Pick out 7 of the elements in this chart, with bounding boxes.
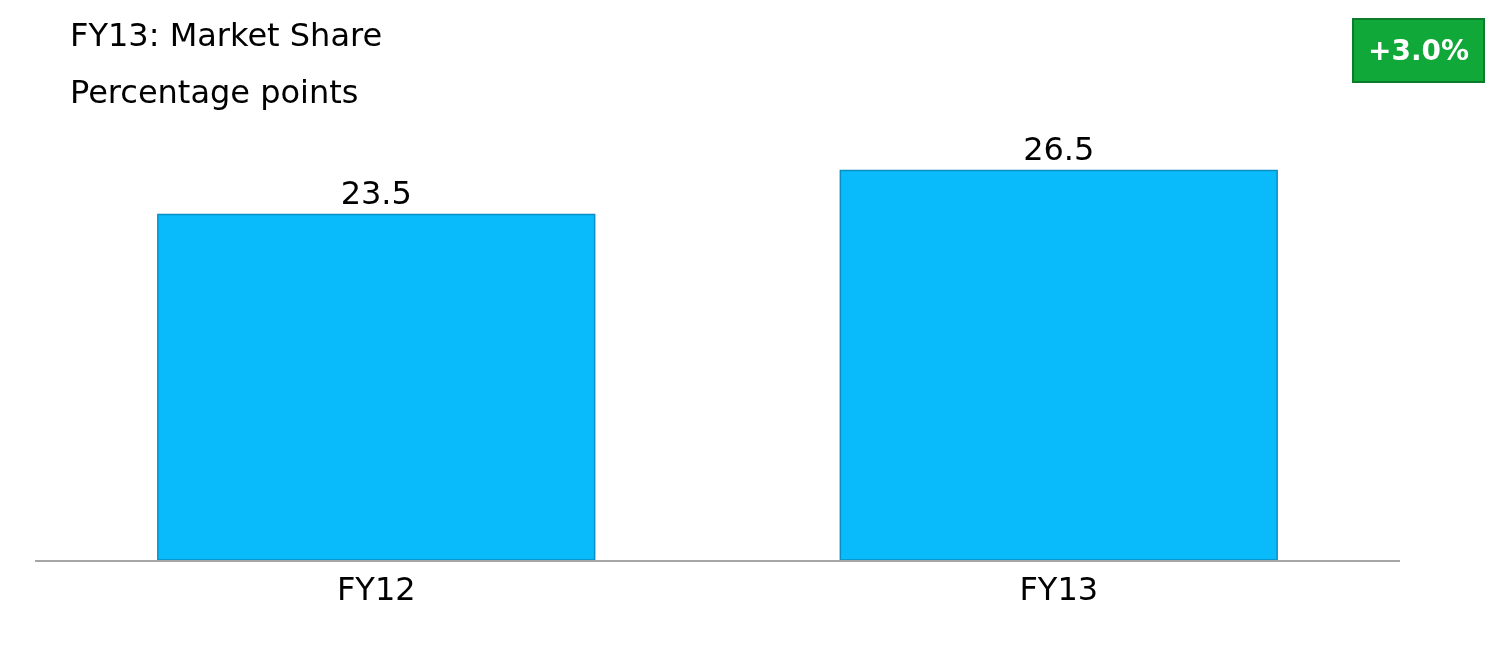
data-label: 26.5 [1023,129,1095,168]
x-tick-label: FY12 [336,570,416,609]
text: +3.0% [1368,34,1470,67]
x-tick-label: FY13 [1019,570,1099,609]
chart-subtitle: Percentage points [70,73,359,111]
chart-title: FY13: Market Share [70,16,383,54]
data-label: 23.5 [340,173,412,212]
